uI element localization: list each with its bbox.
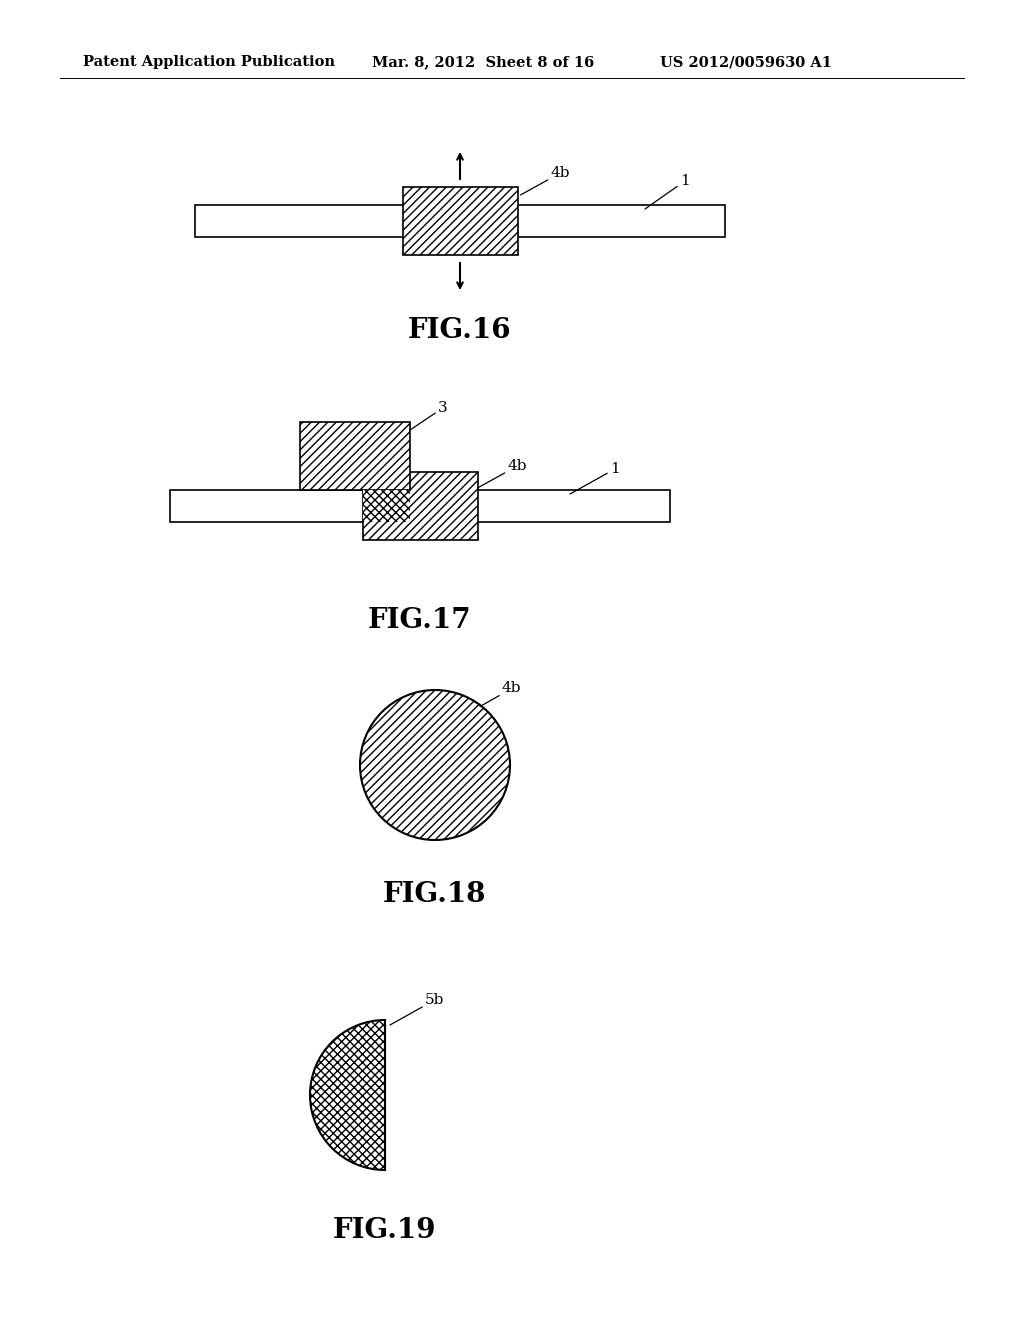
- Text: Patent Application Publication: Patent Application Publication: [83, 55, 335, 69]
- Bar: [362, 490, 410, 521]
- Circle shape: [360, 690, 510, 840]
- Text: 5b: 5b: [390, 993, 444, 1026]
- Wedge shape: [310, 1020, 385, 1170]
- Text: 4b: 4b: [520, 166, 570, 195]
- Text: US 2012/0059630 A1: US 2012/0059630 A1: [660, 55, 831, 69]
- Text: FIG.18: FIG.18: [383, 882, 486, 908]
- Bar: [402, 187, 517, 255]
- Text: FIG.16: FIG.16: [409, 317, 512, 343]
- Text: 4b: 4b: [477, 459, 527, 488]
- Text: 1: 1: [645, 174, 690, 209]
- Text: Mar. 8, 2012  Sheet 8 of 16: Mar. 8, 2012 Sheet 8 of 16: [372, 55, 594, 69]
- Bar: [170, 490, 670, 521]
- Bar: [300, 422, 410, 490]
- Bar: [195, 205, 725, 238]
- Text: FIG.17: FIG.17: [369, 606, 472, 634]
- Bar: [362, 473, 477, 540]
- Text: FIG.19: FIG.19: [333, 1217, 437, 1243]
- Text: 3: 3: [410, 401, 447, 430]
- Text: 1: 1: [570, 462, 620, 494]
- Text: 4b: 4b: [480, 681, 521, 706]
